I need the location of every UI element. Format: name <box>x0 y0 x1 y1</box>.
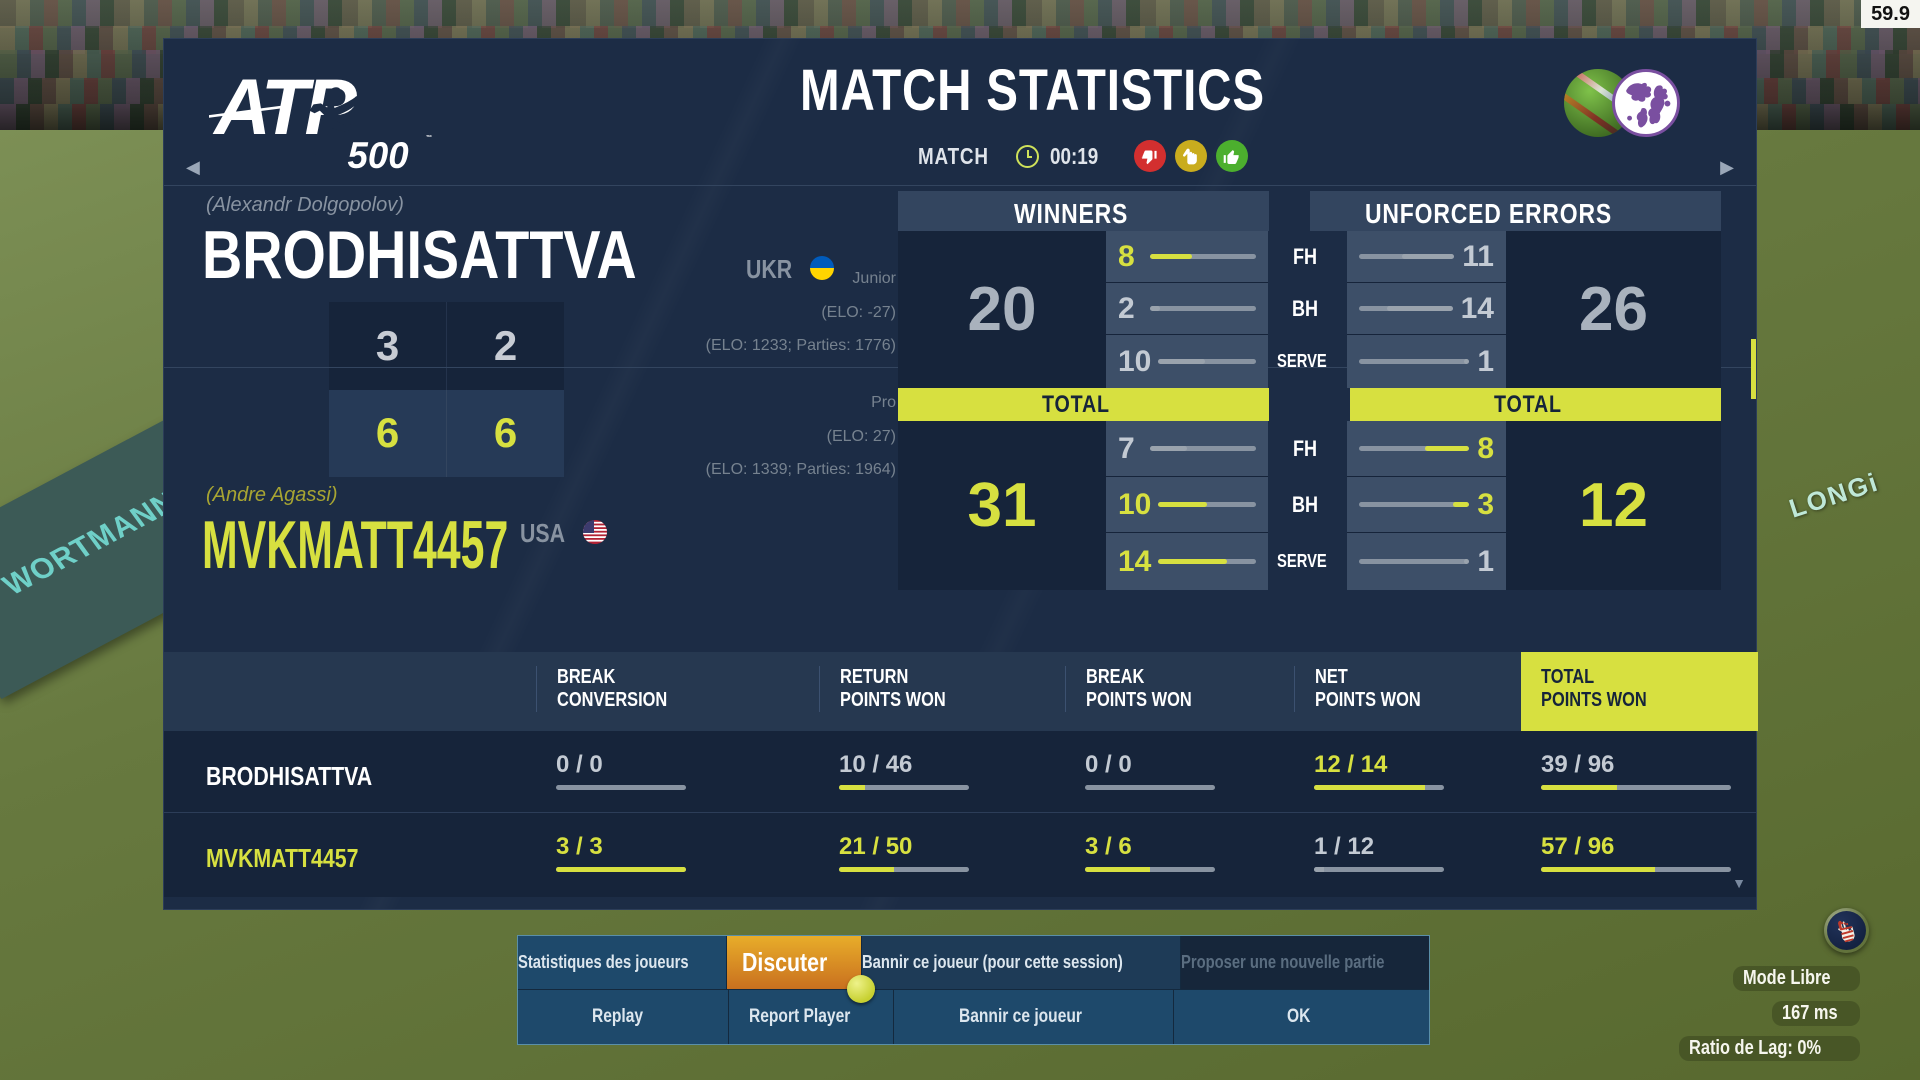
svg-text:™: ™ <box>426 134 432 141</box>
